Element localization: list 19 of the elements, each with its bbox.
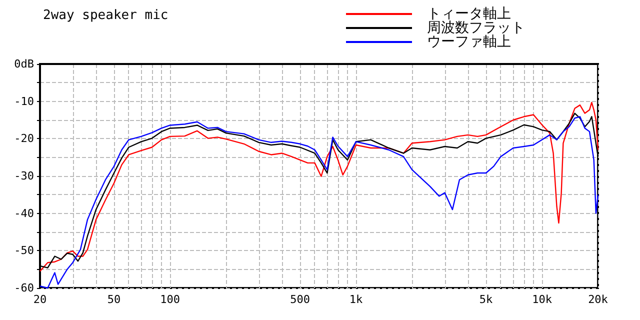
y-tick-label: -20: [14, 132, 34, 146]
legend-label: トィータ軸上: [427, 6, 511, 22]
x-tick-label: 5k: [479, 293, 494, 306]
x-tick-label: 20: [33, 293, 47, 306]
legend-label: ウーファ軸上: [427, 34, 511, 50]
x-tick-label: 1k: [349, 293, 364, 306]
y-tick-label: -10: [14, 94, 34, 108]
y-tick-label: 0dB: [14, 58, 34, 70]
x-tick-label: 50: [107, 293, 121, 306]
legend-label: 周波数フラット: [427, 20, 525, 36]
x-tick-label: 100: [160, 293, 180, 306]
chart-title: 2way speaker mic: [43, 8, 168, 23]
x-tick-label: 20k: [588, 293, 608, 306]
x-tick-label: 500: [290, 293, 310, 306]
y-tick-label: -60: [14, 282, 34, 294]
y-tick-label: -40: [14, 206, 34, 220]
x-tick-label: 10k: [532, 293, 552, 306]
y-tick-label: -50: [14, 244, 34, 258]
y-tick-label: -30: [14, 170, 34, 182]
